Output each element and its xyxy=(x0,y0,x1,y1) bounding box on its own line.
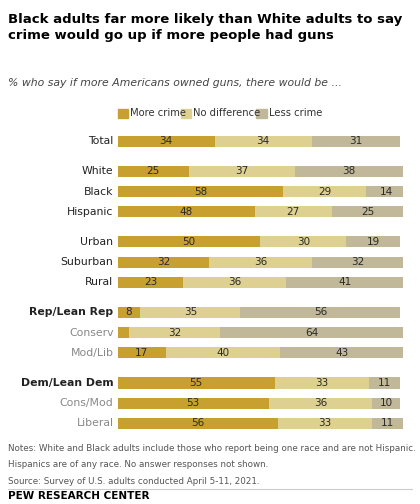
Bar xyxy=(260,236,346,247)
Bar xyxy=(189,166,295,177)
Bar xyxy=(366,186,406,197)
Bar xyxy=(118,277,183,288)
Text: More crime: More crime xyxy=(130,108,186,118)
Text: 37: 37 xyxy=(235,166,249,176)
Bar xyxy=(332,206,403,217)
Bar xyxy=(118,327,129,338)
Text: Suburban: Suburban xyxy=(60,257,113,267)
Bar xyxy=(129,327,220,338)
Bar xyxy=(118,166,189,177)
Text: 31: 31 xyxy=(349,136,363,146)
Bar xyxy=(275,377,369,389)
Text: 25: 25 xyxy=(147,166,160,176)
Bar xyxy=(118,136,215,147)
Text: 8: 8 xyxy=(126,307,132,318)
Text: 14: 14 xyxy=(379,186,393,197)
Text: 48: 48 xyxy=(179,207,193,217)
Text: 64: 64 xyxy=(305,328,318,338)
Bar xyxy=(295,166,403,177)
Text: Hispanic: Hispanic xyxy=(67,207,113,217)
Bar xyxy=(118,257,209,268)
Text: Hispanics are of any race. No answer responses not shown.: Hispanics are of any race. No answer res… xyxy=(8,460,269,469)
Text: 10: 10 xyxy=(380,398,393,408)
Text: 17: 17 xyxy=(135,348,149,358)
Text: 33: 33 xyxy=(318,418,331,428)
Bar xyxy=(312,136,400,147)
Bar xyxy=(369,377,400,389)
Text: 56: 56 xyxy=(314,307,327,318)
Bar xyxy=(118,307,140,318)
Bar xyxy=(215,136,312,147)
Text: 43: 43 xyxy=(335,348,349,358)
Bar xyxy=(118,398,269,409)
Text: No difference: No difference xyxy=(193,108,260,118)
Text: 50: 50 xyxy=(182,237,196,247)
Bar xyxy=(255,206,332,217)
Text: 36: 36 xyxy=(228,277,241,287)
Text: Notes: White and Black adults include those who report being one race and are no: Notes: White and Black adults include th… xyxy=(8,444,416,453)
Text: 32: 32 xyxy=(157,257,170,267)
Text: 27: 27 xyxy=(286,207,300,217)
Text: Urban: Urban xyxy=(80,237,113,247)
Text: 36: 36 xyxy=(254,257,267,267)
Text: 33: 33 xyxy=(315,378,328,388)
Bar xyxy=(118,347,166,358)
Text: 34: 34 xyxy=(257,136,270,146)
Bar xyxy=(118,206,255,217)
Text: 32: 32 xyxy=(351,257,364,267)
Bar xyxy=(118,186,283,197)
Text: 40: 40 xyxy=(217,348,230,358)
Text: White: White xyxy=(82,166,113,176)
Bar xyxy=(278,418,372,429)
Text: 53: 53 xyxy=(186,398,200,408)
Text: 29: 29 xyxy=(318,186,331,197)
Bar xyxy=(118,418,278,429)
Text: 38: 38 xyxy=(342,166,356,176)
Text: Conserv: Conserv xyxy=(69,328,113,338)
Text: Source: Survey of U.S. adults conducted April 5-11, 2021.: Source: Survey of U.S. adults conducted … xyxy=(8,477,260,486)
Text: Rural: Rural xyxy=(85,277,113,287)
Bar xyxy=(183,277,286,288)
Bar xyxy=(283,186,366,197)
Text: 11: 11 xyxy=(381,418,394,428)
Text: 35: 35 xyxy=(184,307,197,318)
Text: 30: 30 xyxy=(297,237,310,247)
Bar xyxy=(312,257,403,268)
Bar xyxy=(281,347,403,358)
Text: 23: 23 xyxy=(144,277,157,287)
Bar xyxy=(286,277,403,288)
Bar xyxy=(372,418,403,429)
Text: 25: 25 xyxy=(361,207,374,217)
Text: 58: 58 xyxy=(194,186,207,197)
Text: Cons/Mod: Cons/Mod xyxy=(60,398,113,408)
Text: Black adults far more likely than White adults to say
crime would go up if more : Black adults far more likely than White … xyxy=(8,13,403,42)
Text: 55: 55 xyxy=(189,378,203,388)
Text: 32: 32 xyxy=(168,328,181,338)
Text: 19: 19 xyxy=(367,237,380,247)
Text: Mod/Lib: Mod/Lib xyxy=(71,348,113,358)
Bar xyxy=(220,327,403,338)
Text: Dem/Lean Dem: Dem/Lean Dem xyxy=(21,378,113,388)
Bar xyxy=(166,347,281,358)
Bar xyxy=(118,236,260,247)
Text: 11: 11 xyxy=(378,378,391,388)
Bar xyxy=(209,257,312,268)
Text: Liberal: Liberal xyxy=(76,418,113,428)
Bar xyxy=(269,398,372,409)
Text: Total: Total xyxy=(88,136,113,146)
Text: % who say if more Americans owned guns, there would be ...: % who say if more Americans owned guns, … xyxy=(8,78,342,88)
Bar xyxy=(140,307,240,318)
Text: Rep/Lean Rep: Rep/Lean Rep xyxy=(29,307,113,318)
Bar xyxy=(118,377,275,389)
Text: Less crime: Less crime xyxy=(269,108,322,118)
Text: PEW RESEARCH CENTER: PEW RESEARCH CENTER xyxy=(8,491,150,501)
Text: 56: 56 xyxy=(191,418,204,428)
Bar xyxy=(346,236,400,247)
Text: Black: Black xyxy=(84,186,113,197)
Bar xyxy=(372,398,400,409)
Bar xyxy=(240,307,400,318)
Text: 34: 34 xyxy=(160,136,173,146)
Text: 41: 41 xyxy=(338,277,351,287)
Text: 36: 36 xyxy=(314,398,327,408)
